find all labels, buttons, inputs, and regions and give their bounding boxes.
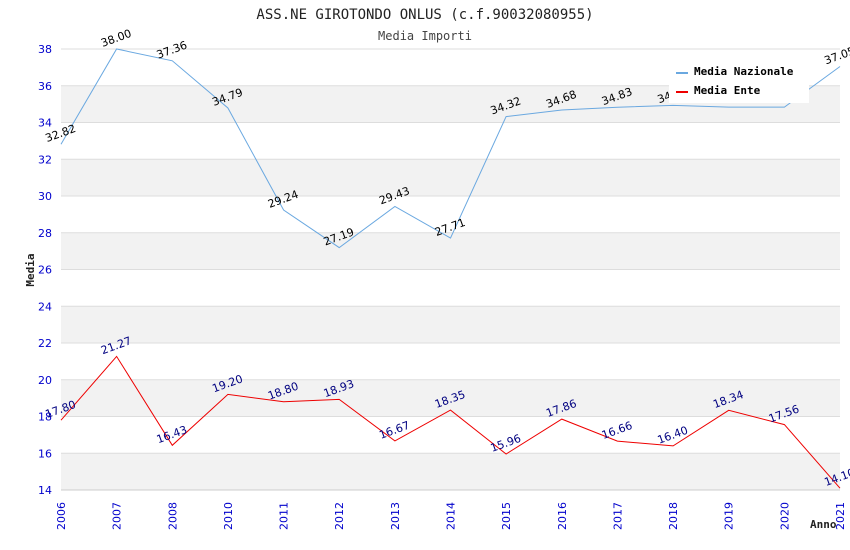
x-tick-label: 2006 — [55, 502, 68, 530]
grid-band — [61, 159, 840, 196]
x-axis-label: Anno — [810, 518, 837, 531]
series-lines — [60, 48, 841, 489]
grid-band — [61, 232, 840, 270]
x-tick-label: 2014 — [445, 502, 458, 530]
y-axis-label: Media — [24, 253, 37, 286]
x-tick-label: 2019 — [723, 502, 736, 530]
chart-subtitle: Media Importi — [378, 29, 472, 43]
y-tick-label: 18 — [38, 411, 52, 424]
x-tick-label: 2007 — [111, 502, 124, 530]
data-label: 16.43 — [155, 423, 189, 446]
series-line-nazionale — [60, 48, 841, 249]
y-tick-label: 28 — [38, 227, 52, 240]
y-tick-label: 14 — [38, 484, 52, 497]
data-label: 37.05 — [823, 44, 850, 67]
y-tick-label: 38 — [38, 43, 52, 56]
data-label: 16.67 — [377, 419, 411, 442]
y-tick-label: 16 — [38, 447, 52, 460]
data-label: 16.66 — [600, 419, 634, 442]
grid-band — [61, 453, 840, 490]
x-tick-label: 2017 — [611, 502, 624, 530]
x-tick-labels: 2006 2007 2008 2010 2011 2012 2013 2014 2015 2016… — [55, 502, 847, 530]
x-tick-label: 2012 — [333, 502, 346, 530]
grid-band — [61, 306, 840, 343]
y-tick-label: 32 — [38, 153, 52, 166]
x-tick-label: 2016 — [556, 502, 569, 530]
y-tick-label: 24 — [38, 300, 52, 313]
x-tick-label: 2013 — [389, 502, 402, 530]
data-label: 34 — [656, 89, 674, 106]
data-label: 17.80 — [44, 398, 78, 421]
y-tick-label: 30 — [38, 190, 52, 203]
x-tick-label: 2018 — [667, 502, 680, 530]
x-tick-label: 2021 — [834, 502, 847, 530]
y-tick-labels: 14 16 18 20 22 24 26 28 30 32 34 36 38 — [38, 43, 52, 497]
data-label: 16.40 — [656, 424, 690, 447]
x-tick-label: 2011 — [278, 502, 291, 530]
y-tick-label: 22 — [38, 337, 52, 350]
x-tick-label: 2008 — [166, 502, 179, 530]
y-tick-label: 36 — [38, 80, 52, 93]
y-tick-label: 20 — [38, 374, 52, 387]
x-tick-label: 2010 — [222, 502, 235, 530]
data-label: 38.00 — [99, 27, 133, 50]
x-tick-label: 2020 — [778, 502, 791, 530]
legend-box — [669, 59, 809, 103]
y-tick-label: 34 — [38, 117, 52, 130]
data-label: 37.36 — [155, 39, 189, 62]
x-tick-label: 2015 — [500, 502, 513, 530]
y-tick-label: 26 — [38, 264, 52, 277]
chart-title: ASS.NE GIROTONDO ONLUS (c.f.90032080955) — [256, 7, 593, 23]
legend: Media Nazionale Media Ente — [669, 59, 809, 103]
legend-label-ente: Media Ente — [694, 84, 761, 97]
series-line-ente — [60, 355, 841, 489]
data-label: 15.96 — [489, 432, 523, 455]
legend-label-nazionale: Media Nazionale — [694, 65, 794, 78]
